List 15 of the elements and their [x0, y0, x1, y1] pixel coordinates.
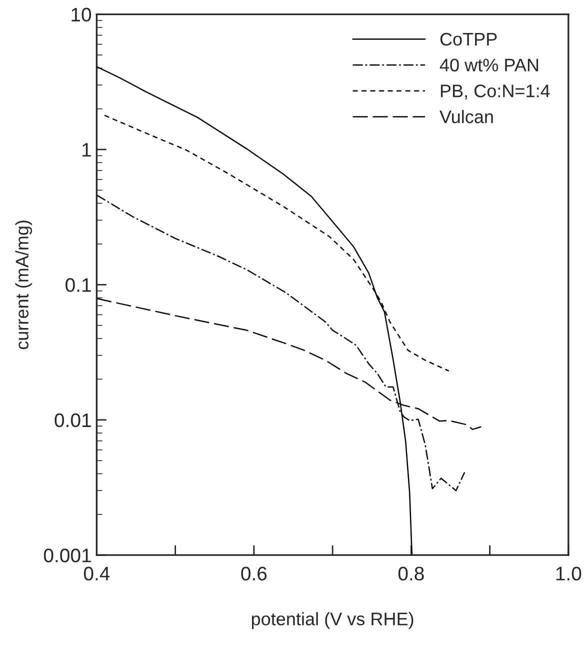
y-tick-label: 10 — [72, 8, 92, 22]
x-tick-label: 1.0 — [556, 566, 582, 580]
y-axis-title: current (mA/mg) — [15, 220, 32, 350]
y-tick-label: 0.1 — [66, 278, 91, 292]
legend-label: PB, Co:N=1:4 — [440, 84, 550, 100]
x-tick-label: 0.4 — [84, 566, 110, 580]
y-tick-label: 0.001 — [44, 548, 91, 562]
x-axis-title: potential (V vs RHE) — [252, 612, 414, 629]
legend-label: Vulcan — [440, 110, 493, 124]
x-tick-label: 0.8 — [398, 566, 424, 580]
y-tick-label: 0.01 — [54, 413, 91, 428]
y-tick-label: 1 — [82, 143, 91, 157]
x-tick-label: 0.6 — [241, 566, 267, 580]
legend-label: 40 wt% PAN — [440, 58, 538, 72]
legend-label: CoTPP — [440, 32, 497, 46]
